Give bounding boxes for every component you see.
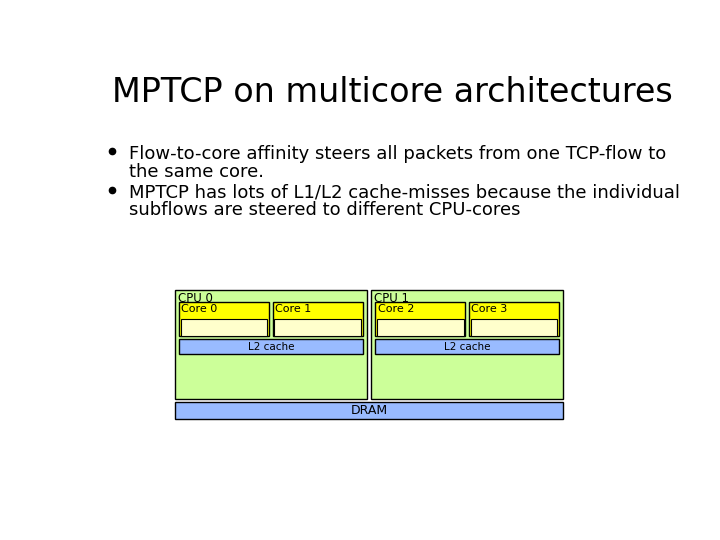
FancyBboxPatch shape [179, 302, 269, 336]
Text: MPTCP on multicore architectures: MPTCP on multicore architectures [112, 76, 672, 109]
Text: L2 cache: L2 cache [444, 342, 490, 352]
Text: L2 cache: L2 cache [248, 342, 294, 352]
FancyBboxPatch shape [175, 402, 563, 419]
Text: the same core.: the same core. [129, 163, 264, 180]
FancyBboxPatch shape [372, 289, 563, 399]
FancyBboxPatch shape [375, 339, 559, 354]
FancyBboxPatch shape [179, 339, 363, 354]
FancyBboxPatch shape [469, 302, 559, 336]
Text: L1 cache: L1 cache [397, 322, 444, 332]
FancyBboxPatch shape [175, 289, 366, 399]
Text: DRAM: DRAM [351, 404, 387, 417]
Text: L1 cache: L1 cache [294, 322, 341, 332]
Text: Core 3: Core 3 [472, 304, 508, 314]
Text: MPTCP has lots of L1/L2 cache-misses because the individual: MPTCP has lots of L1/L2 cache-misses bec… [129, 184, 680, 201]
FancyBboxPatch shape [273, 302, 363, 336]
Text: CPU 1: CPU 1 [374, 292, 410, 305]
Text: Flow-to-core affinity steers all packets from one TCP-flow to: Flow-to-core affinity steers all packets… [129, 145, 666, 163]
FancyBboxPatch shape [181, 319, 267, 336]
FancyBboxPatch shape [375, 302, 465, 336]
Text: subflows are steered to different CPU-cores: subflows are steered to different CPU-co… [129, 201, 521, 219]
Text: Core 1: Core 1 [275, 304, 312, 314]
FancyBboxPatch shape [274, 319, 361, 336]
Text: CPU 0: CPU 0 [179, 292, 213, 305]
Text: Core 0: Core 0 [181, 304, 217, 314]
Text: L1 cache: L1 cache [490, 322, 537, 332]
Text: L1 cache: L1 cache [201, 322, 248, 332]
FancyBboxPatch shape [471, 319, 557, 336]
Text: Core 2: Core 2 [377, 304, 414, 314]
FancyBboxPatch shape [377, 319, 464, 336]
